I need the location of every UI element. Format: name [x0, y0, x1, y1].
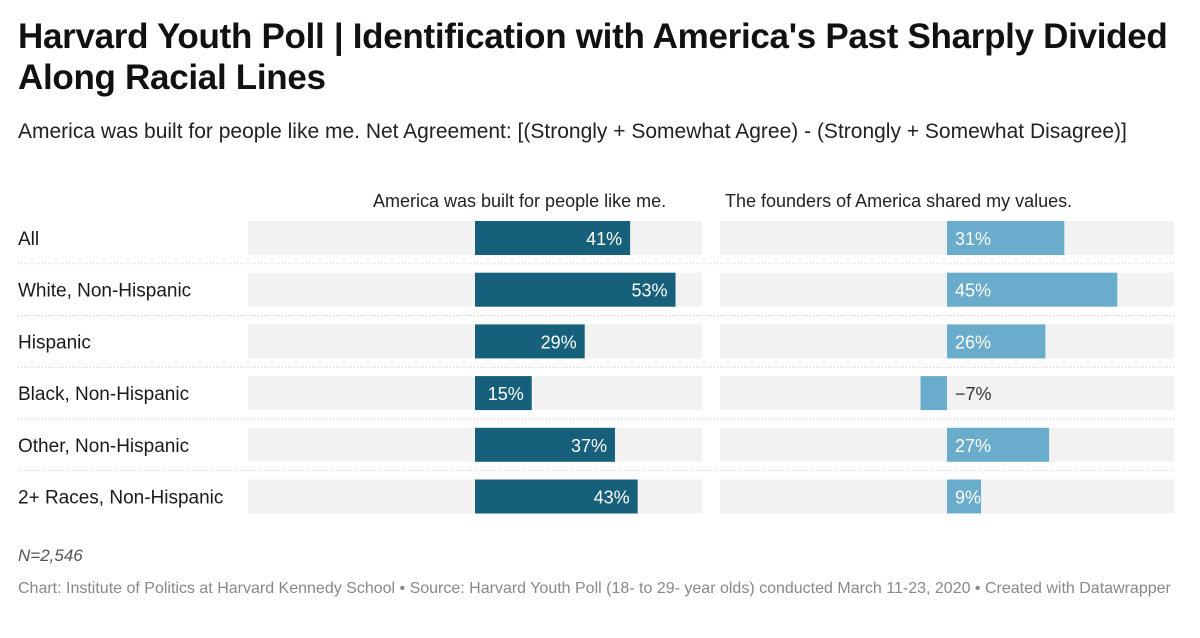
bar-founders-values-white-non-hispanic: [947, 272, 1118, 307]
data-label-built-for-me-white-non-hispanic: 53%: [631, 281, 667, 301]
data-label-built-for-me-all: 41%: [586, 229, 622, 249]
data-label-founders-values-2-races-non-hispanic: 9%: [955, 488, 981, 508]
data-label-built-for-me-2-races-non-hispanic: 43%: [594, 488, 630, 508]
bar-built-for-me-hispanic: [475, 324, 585, 359]
bar-founders-values-hispanic: [947, 324, 1046, 359]
data-label-founders-values-white-non-hispanic: 45%: [955, 281, 991, 301]
data-label-founders-values-other-non-hispanic: 27%: [955, 436, 991, 456]
column-header-built-for-me: America was built for people like me.: [373, 191, 667, 211]
column-header-founders-values: The founders of America shared my values…: [725, 191, 1073, 211]
bar-founders-values-black-non-hispanic: [920, 376, 947, 411]
chart-footer: Chart: Institute of Politics at Harvard …: [18, 580, 1171, 597]
category-label-other-non-hispanic: Other, Non-Hispanic: [18, 436, 189, 457]
data-label-founders-values-hispanic: 26%: [955, 332, 991, 352]
data-label-built-for-me-hispanic: 29%: [541, 332, 577, 352]
category-label-2-races-non-hispanic: 2+ Races, Non-Hispanic: [18, 488, 223, 509]
bar-founders-values-2-races-non-hispanic: [947, 479, 982, 514]
bar-founders-values-other-non-hispanic: [947, 427, 1050, 462]
chart-title: Harvard Youth Poll | Identification with…: [18, 17, 1168, 97]
category-label-white-non-hispanic: White, Non-Hispanic: [18, 281, 191, 302]
category-label-black-non-hispanic: Black, Non-Hispanic: [18, 384, 189, 405]
bar-built-for-me-black-non-hispanic: [475, 376, 532, 411]
chart-notes: N=2,546: [18, 546, 83, 565]
data-label-built-for-me-black-non-hispanic: 15%: [488, 384, 524, 404]
chart-subtitle: America was built for people like me. Ne…: [18, 120, 1127, 143]
data-label-founders-values-all: 31%: [955, 229, 991, 249]
bar-built-for-me-all: [475, 221, 631, 255]
bar-built-for-me-white-non-hispanic: [475, 272, 676, 307]
category-label-hispanic: Hispanic: [18, 332, 91, 353]
bar-built-for-me-2-races-non-hispanic: [475, 479, 638, 514]
bar-built-for-me-other-non-hispanic: [475, 427, 615, 462]
data-label-built-for-me-other-non-hispanic: 37%: [571, 436, 607, 456]
bar-founders-values-all: [947, 221, 1065, 255]
category-label-all: All: [18, 229, 39, 250]
data-label-founders-values-black-non-hispanic: −7%: [955, 384, 992, 404]
